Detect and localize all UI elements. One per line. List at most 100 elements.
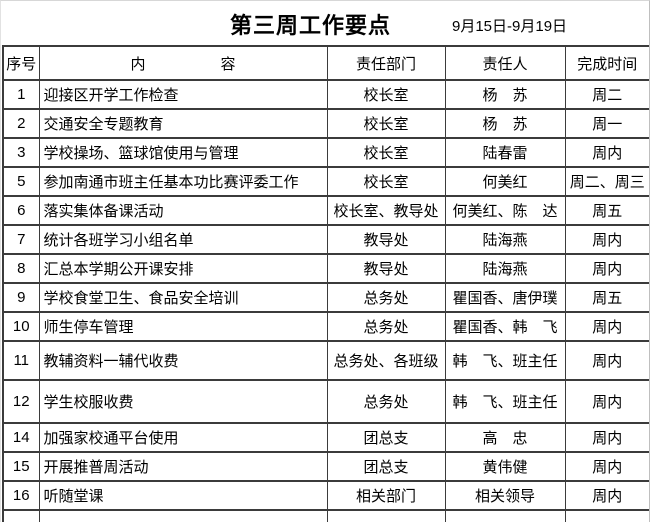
person-cell: 杨 苏	[444, 108, 566, 139]
time-cell: 周内	[564, 253, 649, 284]
person-cell	[444, 509, 566, 522]
time-cell: 周内	[564, 224, 649, 255]
table-row: 11 教辅资料一辅代收费 总务处、各班级 韩 飞、班主任 周内	[2, 340, 649, 381]
time-cell: 周内	[564, 379, 649, 424]
serial-cell: 15	[2, 451, 40, 482]
time-cell: 周五	[564, 195, 649, 226]
content-cell: 加强家校通平台使用	[38, 422, 328, 453]
time-cell: 周内	[564, 451, 649, 482]
dept-cell: 教导处	[326, 253, 446, 284]
content-cell: 学生校服收费	[38, 379, 328, 424]
serial-cell: 5	[2, 166, 40, 197]
table-row: 7 统计各班学习小组名单 教导处 陆海燕 周内	[2, 224, 649, 255]
column-header-content: 内 容	[38, 45, 328, 81]
dept-cell: 团总支	[326, 422, 446, 453]
dept-cell: 校长室	[326, 166, 446, 197]
serial-cell: 16	[2, 480, 40, 511]
person-cell: 陆春雷	[444, 137, 566, 168]
time-cell: 周二	[564, 79, 649, 110]
page-title: 第三周工作要点	[230, 13, 392, 38]
serial-cell: 1	[2, 79, 40, 110]
serial-cell: 11	[2, 340, 40, 381]
column-header-no: 序号	[2, 45, 40, 81]
table-body: 1 迎接区开学工作检查 校长室 杨 苏 周二 2 交通安全专题教育 校长室 杨 …	[2, 79, 649, 511]
table-row: 2 交通安全专题教育 校长室 杨 苏 周一	[2, 108, 649, 139]
column-header-dept: 责任部门	[326, 45, 446, 81]
content-cell: 汇总本学期公开课安排	[38, 253, 328, 284]
person-cell: 相关领导	[444, 480, 566, 511]
serial-cell: 12	[2, 379, 40, 424]
content-cell: 统计各班学习小组名单	[38, 224, 328, 255]
content-cell: 迎接区开学工作检查	[38, 79, 328, 110]
time-cell: 周内	[564, 340, 649, 381]
serial-cell: 3	[2, 137, 40, 168]
serial-cell: 7	[2, 224, 40, 255]
date-range: 9月15日-9月19日	[452, 18, 568, 35]
time-cell	[564, 509, 649, 522]
dept-cell: 总务处	[326, 311, 446, 342]
serial-cell: 14	[2, 422, 40, 453]
content-cell: 教辅资料一辅代收费	[38, 340, 328, 381]
content-cell: 开展推普周活动	[38, 451, 328, 482]
dept-cell: 校长室	[326, 79, 446, 110]
dept-cell: 相关部门	[326, 480, 446, 511]
table-row: 12 学生校服收费 总务处 韩 飞、班主任 周内	[2, 379, 649, 424]
content-cell: 落实集体备课活动	[38, 195, 328, 226]
serial-cell: 2	[2, 108, 40, 139]
serial-cell	[2, 509, 40, 522]
column-header-person: 责任人	[444, 45, 566, 81]
person-cell: 黄伟健	[444, 451, 566, 482]
table-row: 3 学校操场、篮球馆使用与管理 校长室 陆春雷 周内	[2, 137, 649, 168]
time-cell: 周一	[564, 108, 649, 139]
dept-cell: 校长室、教导处	[326, 195, 446, 226]
serial-cell: 10	[2, 311, 40, 342]
person-cell: 瞿国香、唐伊璞	[444, 282, 566, 313]
content-cell: 师生停车管理	[38, 311, 328, 342]
time-cell: 周二、周三	[564, 166, 649, 197]
partial-row	[2, 509, 649, 522]
dept-cell: 团总支	[326, 451, 446, 482]
serial-cell: 9	[2, 282, 40, 313]
dept-cell	[326, 509, 446, 522]
person-cell: 何美红	[444, 166, 566, 197]
person-cell: 高 忠	[444, 422, 566, 453]
person-cell: 韩 飞、班主任	[444, 379, 566, 424]
content-cell: 听随堂课	[38, 480, 328, 511]
person-cell: 韩 飞、班主任	[444, 340, 566, 381]
table-row: 14 加强家校通平台使用 团总支 高 忠 周内	[2, 422, 649, 453]
column-header-time: 完成时间	[564, 45, 649, 81]
person-cell: 陆海燕	[444, 253, 566, 284]
time-cell: 周五	[564, 282, 649, 313]
dept-cell: 总务处、各班级	[326, 340, 446, 381]
time-cell: 周内	[564, 422, 649, 453]
table-row: 10 师生停车管理 总务处 瞿国香、韩 飞 周内	[2, 311, 649, 342]
table-row: 6 落实集体备课活动 校长室、教导处 何美红、陈 达 周五	[2, 195, 649, 226]
person-cell: 何美红、陈 达	[444, 195, 566, 226]
time-cell: 周内	[564, 311, 649, 342]
dept-cell: 总务处	[326, 282, 446, 313]
person-cell: 杨 苏	[444, 79, 566, 110]
table-row: 16 听随堂课 相关部门 相关领导 周内	[2, 480, 649, 511]
content-cell: 参加南通市班主任基本功比赛评委工作	[38, 166, 328, 197]
dept-cell: 总务处	[326, 379, 446, 424]
table-row: 5 参加南通市班主任基本功比赛评委工作 校长室 何美红 周二、周三	[2, 166, 649, 197]
table-row: 8 汇总本学期公开课安排 教导处 陆海燕 周内	[2, 253, 649, 284]
person-cell: 瞿国香、韩 飞	[444, 311, 566, 342]
table-row: 1 迎接区开学工作检查 校长室 杨 苏 周二	[2, 79, 649, 110]
table-partial-body	[2, 509, 649, 522]
person-cell: 陆海燕	[444, 224, 566, 255]
content-cell: 学校食堂卫生、食品安全培训	[38, 282, 328, 313]
dept-cell: 校长室	[326, 137, 446, 168]
table-header-row: 序号 内 容 责任部门 责任人 完成时间	[2, 45, 649, 81]
table-row: 15 开展推普周活动 团总支 黄伟健 周内	[2, 451, 649, 482]
dept-cell: 教导处	[326, 224, 446, 255]
serial-cell: 8	[2, 253, 40, 284]
content-cell: 学校操场、篮球馆使用与管理	[38, 137, 328, 168]
time-cell: 周内	[564, 137, 649, 168]
work-points-table: 序号 内 容 责任部门 责任人 完成时间 1 迎接区开学工作检查 校长室 杨 苏…	[2, 45, 649, 522]
dept-cell: 校长室	[326, 108, 446, 139]
serial-cell: 6	[2, 195, 40, 226]
table-row: 9 学校食堂卫生、食品安全培训 总务处 瞿国香、唐伊璞 周五	[2, 282, 649, 313]
time-cell: 周内	[564, 480, 649, 511]
